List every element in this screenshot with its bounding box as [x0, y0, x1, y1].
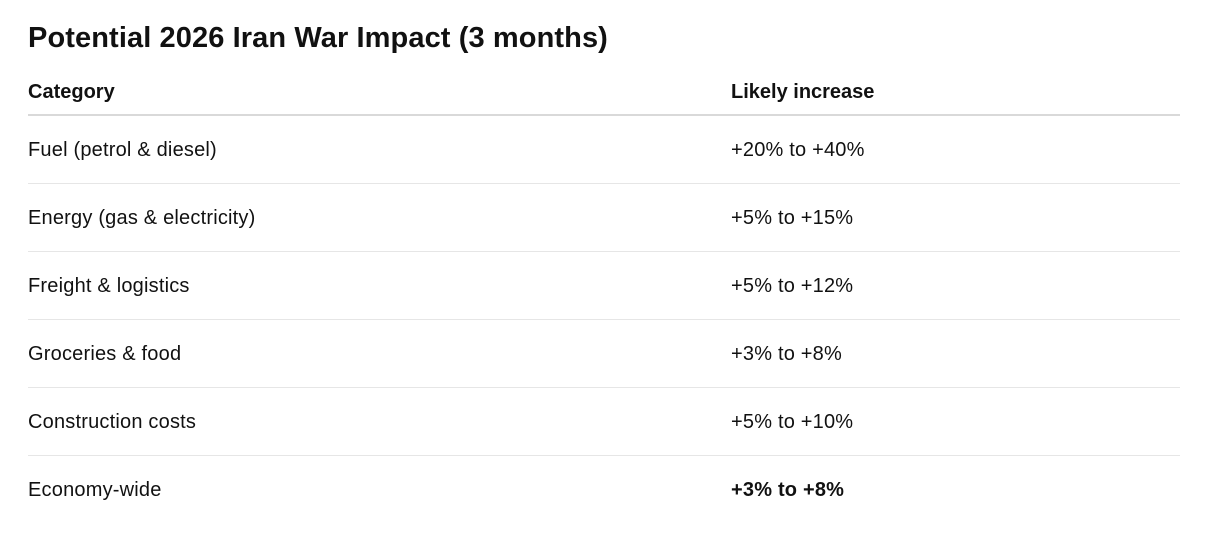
category-cell: Construction costs [28, 411, 197, 433]
category-cell: Economy-wide [28, 479, 162, 501]
table-row: Freight & logistics +5% to +12% [28, 252, 1180, 320]
table-header-row: Category Likely increase [28, 72, 1180, 116]
column-header-category: Category [28, 81, 115, 103]
increase-cell: +5% to +12% [731, 275, 854, 297]
table-row: Groceries & food +3% to +8% [28, 320, 1180, 388]
table-row: Economy-wide +3% to +8% [28, 456, 1180, 524]
table-row: Fuel (petrol & diesel) +20% to +40% [28, 116, 1180, 184]
increase-cell: +20% to +40% [731, 139, 865, 161]
increase-cell: +5% to +15% [731, 207, 854, 229]
page-title: Potential 2026 Iran War Impact (3 months… [28, 22, 608, 54]
increase-cell: +3% to +8% [731, 479, 845, 501]
table-row: Construction costs +5% to +10% [28, 388, 1180, 456]
category-cell: Groceries & food [28, 343, 182, 365]
category-cell: Energy (gas & electricity) [28, 207, 256, 229]
table-row: Energy (gas & electricity) +5% to +15% [28, 184, 1180, 252]
category-cell: Freight & logistics [28, 275, 190, 297]
increase-cell: +5% to +10% [731, 411, 854, 433]
column-header-likely-increase: Likely increase [731, 81, 875, 103]
impact-table: Category Likely increase Fuel (petrol & … [28, 72, 1180, 524]
category-cell: Fuel (petrol & diesel) [28, 139, 217, 161]
increase-cell: +3% to +8% [731, 343, 842, 365]
